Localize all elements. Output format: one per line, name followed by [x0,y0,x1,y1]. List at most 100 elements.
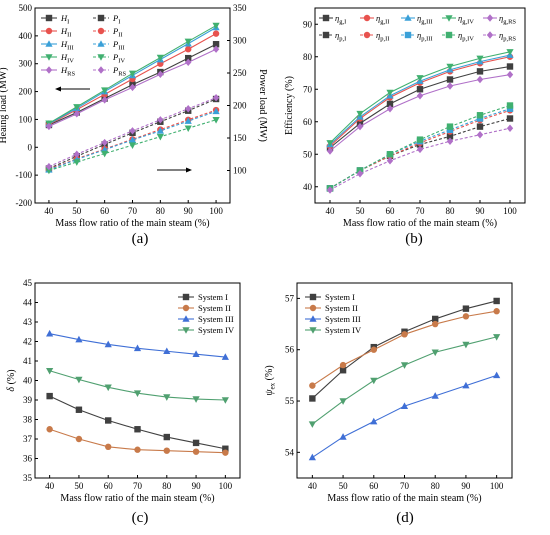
x-tick-label: 80 [156,206,166,216]
data-point [308,453,316,461]
y-tick-label: 35 [23,473,33,483]
data-point [101,96,108,104]
y-tick-label: 39 [23,395,33,405]
data-point [75,335,83,343]
legend-label: HI [60,13,69,26]
legend-label: System I [198,292,228,302]
data-point [506,115,514,122]
x-tick-label: 100 [209,206,223,216]
x-tick-label: 50 [339,481,349,491]
data-point [446,137,454,145]
data-point [506,102,514,109]
y-tick-label: 43 [23,317,33,327]
y-axis-label: δ (%) [6,369,17,391]
legend-marker [445,15,453,22]
legend-marker [97,27,105,35]
y-tick-label: 42 [23,337,32,347]
legend-marker [309,304,317,312]
data-point [221,353,229,360]
legend-label: PI [112,13,120,26]
data-point [192,448,200,455]
legend-marker [45,66,53,74]
legend-marker [45,40,53,47]
legend-label: System IV [325,325,362,335]
legend-marker [309,327,317,334]
legend-marker [97,40,105,47]
chart-panel-3: 40 50 60 70 80 90 100 35 36 37 38 39 40 41 42 43 44 45 Mas… [6,278,241,504]
y-tick-label: 100 [19,114,33,124]
y-tick-label: 41 [23,356,32,366]
y-tick-label: 56 [285,345,295,355]
y-tick-label: 50 [303,149,313,159]
data-point [431,392,439,399]
legend-label: ηp,I [335,30,346,43]
x-tick-label: 70 [128,206,138,216]
data-point [386,100,394,108]
data-point [184,38,192,46]
series-System II [309,308,500,389]
data-point [104,384,112,392]
panel-label: (c) [132,510,149,526]
legend-marker [45,27,53,35]
y-tick-label: 60 [303,117,313,127]
legend: ηg,I ηg,II ηg,III ηg,IV ηg,RS ηp,I ηp,II ηp,III… [319,13,516,43]
legend-label: ηg,IV [458,13,474,26]
y2-tick-label: 250 [233,68,247,78]
legend-marker [182,293,190,301]
data-point [75,376,83,384]
y-tick-label: 37 [23,434,33,444]
y-tick-label: 400 [19,31,33,41]
y-axis-label: Efficiency (%) [284,76,295,135]
y-tick-label: 40 [303,182,313,192]
y-tick-label: 70 [303,84,313,94]
left-arrowhead-icon [55,86,61,92]
data-point [386,105,394,113]
y-tick-label: 300 [19,59,33,69]
x-tick-label: 100 [490,481,504,491]
x-axis-label: Mass flow ratio of the main steam (%) [327,493,481,504]
data-point [493,297,500,305]
y-tick-label: 45 [23,278,33,288]
data-point [446,82,454,90]
legend-marker [97,66,105,74]
series-H_IV [45,22,220,128]
legend-label: PII [112,26,123,39]
data-point [212,30,220,37]
legend-marker [486,14,494,22]
data-point [46,329,54,337]
data-point [212,41,220,48]
y-tick-label: 90 [303,19,313,29]
y-tick-label: 44 [23,298,33,308]
data-point [401,331,408,338]
series-P_III [45,107,220,173]
y-tick-label: 200 [19,87,33,97]
data-point [431,349,439,357]
data-point [133,344,142,352]
data-point [446,123,454,130]
data-point [163,447,170,454]
data-point [101,138,108,147]
data-point [309,382,316,389]
series-P_IV [45,117,220,175]
x-tick-label: 40 [44,206,54,216]
legend-marker [45,14,53,22]
series-System II [46,426,229,456]
data-point [493,371,501,379]
x-tick-label: 70 [400,481,410,491]
data-point [506,49,514,56]
legend-label: HIII [60,39,74,52]
series-System IV [46,367,229,404]
series-eta_g,IV [326,49,514,147]
data-point [73,150,80,158]
x-tick-label: 100 [503,206,517,216]
legend-marker [182,315,190,322]
data-point [185,54,192,62]
legend-marker [363,31,371,39]
y-tick-label: -100 [16,170,33,180]
y-tick-label: 55 [285,396,295,406]
legend-label: System III [325,314,361,324]
data-point [370,346,377,353]
data-point [476,123,484,130]
